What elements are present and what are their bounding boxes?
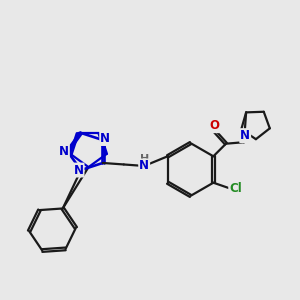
Text: N: N [139,160,149,172]
Text: O: O [210,119,220,132]
Text: N: N [240,129,250,142]
Text: N: N [59,145,69,158]
Text: N: N [74,164,84,176]
Text: Cl: Cl [229,182,242,195]
Text: N: N [100,132,110,145]
Text: H: H [140,154,149,164]
